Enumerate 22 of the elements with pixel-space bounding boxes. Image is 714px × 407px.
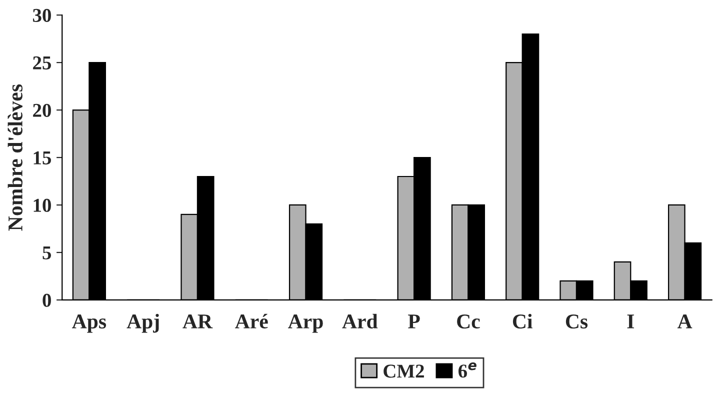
y-tick-label: 10 [34, 198, 51, 212]
y-tick-label: 25 [33, 56, 51, 70]
x-tick-label: Arp [288, 314, 323, 333]
x-tick-label: Ci [512, 314, 532, 329]
x-tick-label: Apj [126, 314, 159, 333]
x-tick-label: I [627, 314, 634, 328]
y-axis-title: Nombre d'élèves [8, 84, 22, 231]
y-tick-label: 15 [34, 151, 51, 164]
x-tick-label: Cs [566, 314, 588, 329]
legend-label: CM2 [384, 364, 424, 378]
x-tick-label: Cc [457, 314, 480, 329]
x-tick-label: Ard [342, 314, 378, 329]
y-tick-label: 20 [33, 104, 51, 117]
x-tick-label: AR [182, 314, 213, 328]
y-tick-label: 30 [32, 8, 51, 22]
y-tick-label: 5 [42, 246, 51, 260]
x-tick-label: Aps [72, 314, 106, 333]
x-tick-label: A [677, 314, 692, 328]
x-tick-label: Aré [235, 314, 268, 328]
legend-label: 6$^{e}$ [458, 362, 476, 378]
x-tick-label: P [408, 314, 420, 328]
y-tick-label: 0 [42, 294, 51, 307]
